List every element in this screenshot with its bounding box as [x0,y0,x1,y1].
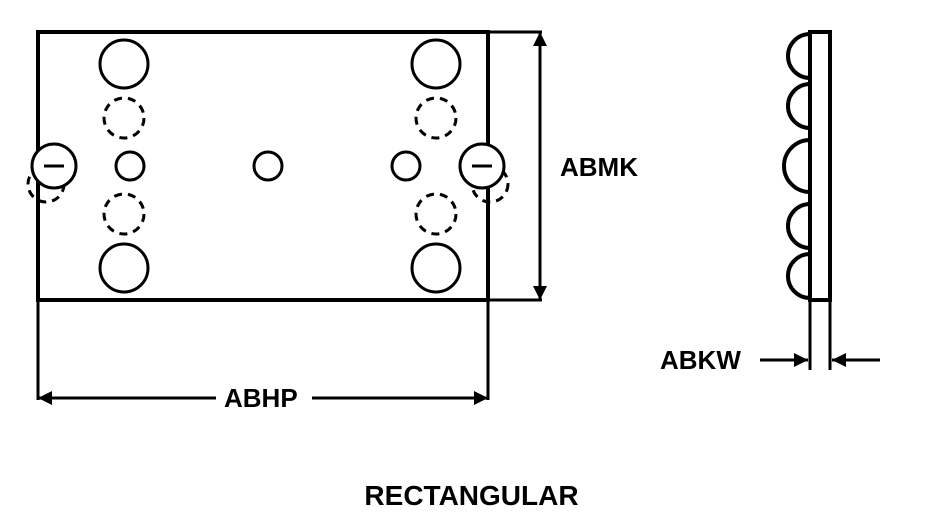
hole-1 [412,40,460,88]
hole-4 [392,152,420,180]
caption-text: RECTANGULAR [0,480,943,512]
drawing-svg: ABMK ABHP ABKW [0,0,943,522]
hole-3 [254,152,282,180]
dim-abmk-label: ABMK [560,152,638,182]
side-bump-0 [788,34,810,78]
engineering-drawing: ABMK ABHP ABKW [0,0,943,522]
hole-0 [100,40,148,88]
dim-abkw-label: ABKW [660,345,741,375]
dim-abhp-label: ABHP [224,383,298,413]
side-bump-3 [788,204,810,248]
hole-5 [100,244,148,292]
hole-6 [412,244,460,292]
side-bump-4 [788,254,810,298]
side-bump-2 [784,140,810,192]
side-view-plate [810,32,830,300]
hole-2 [116,152,144,180]
side-bump-1 [788,84,810,128]
